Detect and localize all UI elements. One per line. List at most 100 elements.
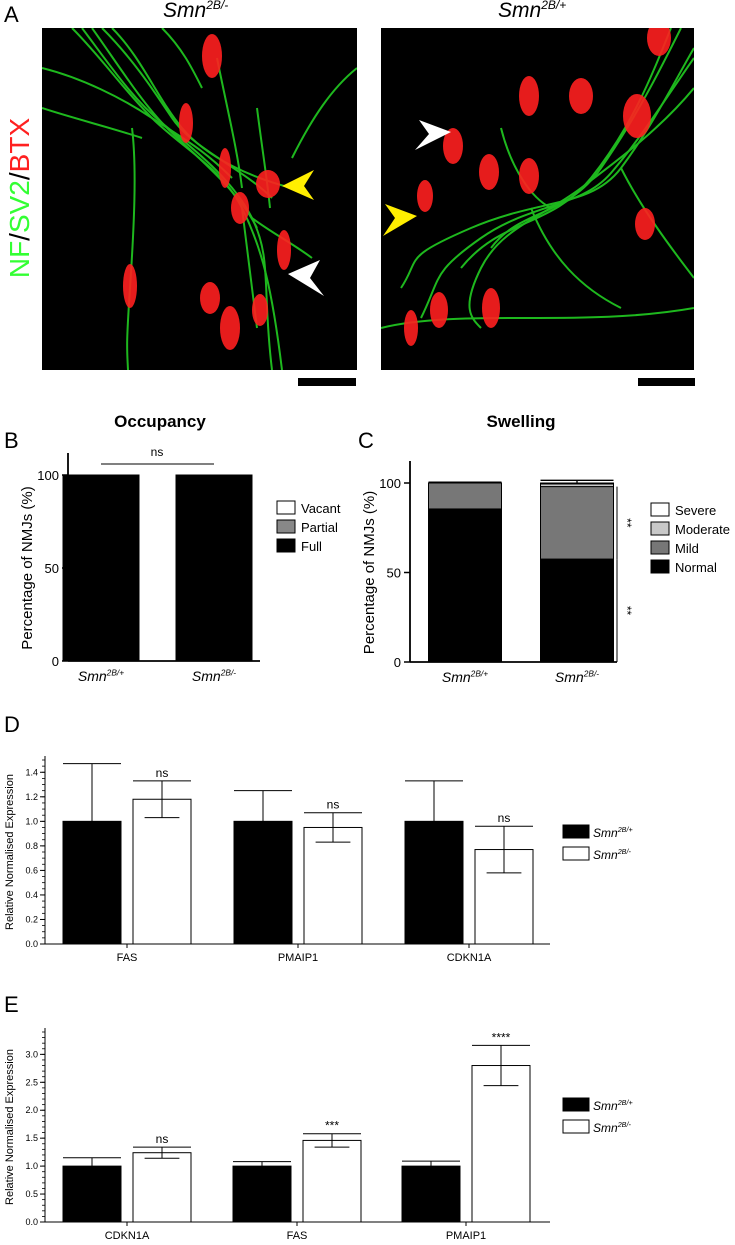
y-tick-label: 3.0 [25,1049,38,1059]
legend-severe-swatch [650,502,670,517]
y-tick-label: 50 [387,566,401,581]
genotype-base: Smn [163,0,207,22]
x-tick-label: Smn2B/+ [78,667,124,684]
panel-letter-d: D [4,712,20,737]
legend-normal-swatch [650,559,670,574]
legend-swatch [562,1097,590,1112]
legend-swatch [562,824,590,839]
significance-label: ns [327,798,340,812]
panel-letter-a: A [4,2,19,27]
scale-bar-left [298,378,356,386]
scale-bar-right [638,378,695,386]
legend-vacant-label: Vacant [301,501,341,516]
x-tick-label: FAS [117,952,138,964]
y-tick-label: 0 [52,654,59,669]
chart-expression-d: Relative Normalised Expression 0.0 0.2 0.4 0… [4,756,633,964]
bar-severe [540,482,614,485]
chart-swelling: Swelling Percentage of NMJs (%) 0 50 100 Smn2… [361,412,730,685]
y-tick-label: 2.0 [25,1105,38,1115]
x-tick-label: Smn2B/+ [442,668,488,685]
bar-het [401,1165,461,1223]
genotype-sup: 2B/- [206,0,229,12]
bar-mild [540,486,614,560]
y-tick-label: 0.0 [25,939,38,949]
legend-label: Smn2B/+ [593,1098,633,1113]
legend-partial-swatch [276,519,296,534]
stain-separator: / [4,233,35,241]
bar-normal [540,558,614,663]
y-tick-label: 1.0 [25,1161,38,1171]
y-axis-label: Percentage of NMJs (%) [361,491,378,654]
micrograph-left-drawing [42,28,357,370]
y-axis-label: Relative Normalised Expression [4,774,16,930]
bar-normal [428,508,502,663]
arrowhead-yellow [383,204,417,236]
chart-d-root: Relative Normalised Expression 0.0 0.2 0.4 0… [4,756,633,964]
significance-label: ns [156,766,169,780]
chart-expression-e: Relative Normalised Expression 0.0 0.5 1.0 1… [4,1028,633,1242]
significance-label: ns [151,445,164,459]
legend-moderate-swatch [650,521,670,536]
micrograph-smn2b-null [42,28,357,370]
y-tick-label: 50 [45,561,59,576]
chart-c-root: Swelling Percentage of NMJs (%) 0 50 100 Smn2… [361,412,730,685]
legend-label: Smn2B/- [593,1120,631,1135]
genotype-base: Smn [498,0,542,22]
bar-null [132,798,192,945]
x-tick-label: Smn2B/- [192,667,236,684]
significance-label: ns [498,811,511,825]
legend-full-label: Full [301,539,322,554]
legend-mild-swatch [650,540,670,555]
y-tick-label: 100 [37,468,59,483]
legend-moderate-label: Moderate [675,522,730,537]
panel-letter-b: B [4,428,19,453]
x-tick-label: PMAIP1 [446,1230,486,1242]
y-tick-label: 0.8 [25,841,38,851]
legend-swatch [562,846,590,861]
bar-mild [428,482,502,510]
bar-null [302,1139,362,1223]
y-tick-label: 0.6 [25,865,38,875]
panel-letter-e: E [4,992,19,1017]
panel-a-left-genotype: Smn2B/- [163,0,228,23]
bar-full [175,474,253,662]
legend-label: Smn2B/- [593,847,631,862]
y-tick-label: 1.4 [25,767,38,777]
legend-partial-label: Partial [301,520,338,535]
x-tick-label: CDKN1A [447,952,492,964]
chart-title: Occupancy [114,412,206,431]
y-tick-label: 2.5 [25,1077,38,1087]
y-tick-label: 0.0 [25,1217,38,1227]
bar-null [132,1152,192,1223]
stain-separator: / [4,172,35,181]
legend-label: Smn2B/+ [593,825,633,840]
bar-het [232,1165,292,1223]
bar-full [62,474,140,662]
legend-full-swatch [276,538,296,553]
y-tick-label: 100 [379,476,401,491]
bar-null [303,826,363,945]
y-tick-label: 0.2 [25,914,38,924]
stain-sv2: SV2 [4,180,35,234]
significance-label: ** [620,518,634,528]
x-tick-label: FAS [287,1230,308,1242]
chart-b-root: Occupancy Percentage of NMJs (%) 0 50 100 Smn… [19,412,341,684]
legend-severe-label: Severe [675,503,716,518]
chart-e-root: Relative Normalised Expression 0.0 0.5 1.0 1… [4,1028,633,1242]
stain-label: NF/SV2/BTX [4,108,36,288]
stain-btx: BTX [4,117,35,173]
x-tick-label: PMAIP1 [278,952,318,964]
legend-normal-label: Normal [675,560,717,575]
stain-nf: NF [4,240,35,279]
x-tick-label: CDKN1A [105,1230,150,1242]
bar-het [62,1165,122,1223]
arrowhead-white [415,120,451,150]
legend-mild-label: Mild [675,541,699,556]
y-tick-label: 0 [394,655,401,670]
significance-label: **** [492,1030,511,1044]
legend-vacant-swatch [276,500,296,515]
bar-null [471,1065,531,1223]
legend-swatch [562,1119,590,1134]
genotype-sup: 2B/+ [541,0,567,12]
x-tick-label: Smn2B/- [555,668,599,685]
